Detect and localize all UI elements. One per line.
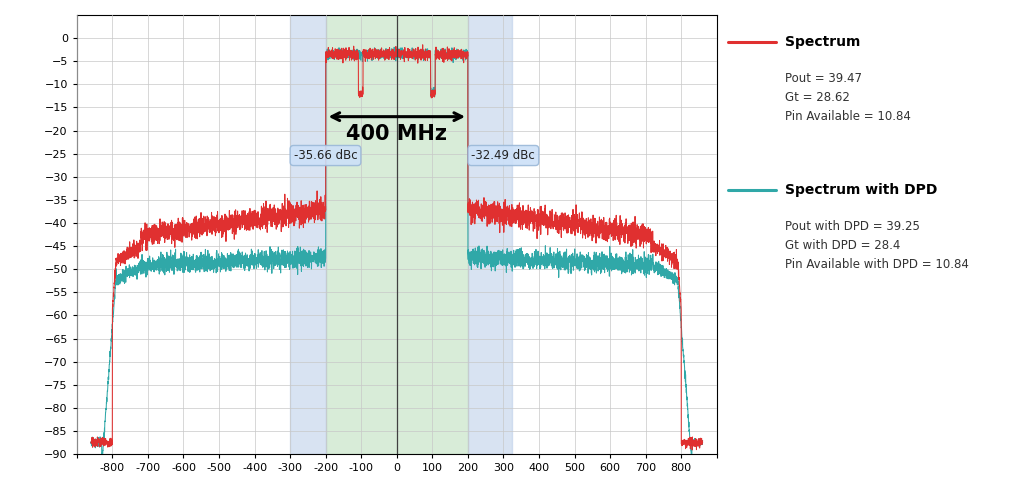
Text: -32.49 dBc: -32.49 dBc — [471, 149, 536, 162]
Bar — [326, 15, 468, 454]
Text: Spectrum with DPD: Spectrum with DPD — [785, 183, 938, 197]
Bar — [290, 15, 326, 454]
Text: 400 MHz: 400 MHz — [346, 124, 447, 144]
Text: Pout with DPD = 39.25
Gt with DPD = 28.4
Pin Available with DPD = 10.84: Pout with DPD = 39.25 Gt with DPD = 28.4… — [785, 220, 970, 270]
Bar — [468, 15, 512, 454]
Text: Spectrum: Spectrum — [785, 35, 861, 49]
Text: -35.66 dBc: -35.66 dBc — [294, 149, 357, 162]
Text: Pout = 39.47
Gt = 28.62
Pin Available = 10.84: Pout = 39.47 Gt = 28.62 Pin Available = … — [785, 72, 911, 123]
